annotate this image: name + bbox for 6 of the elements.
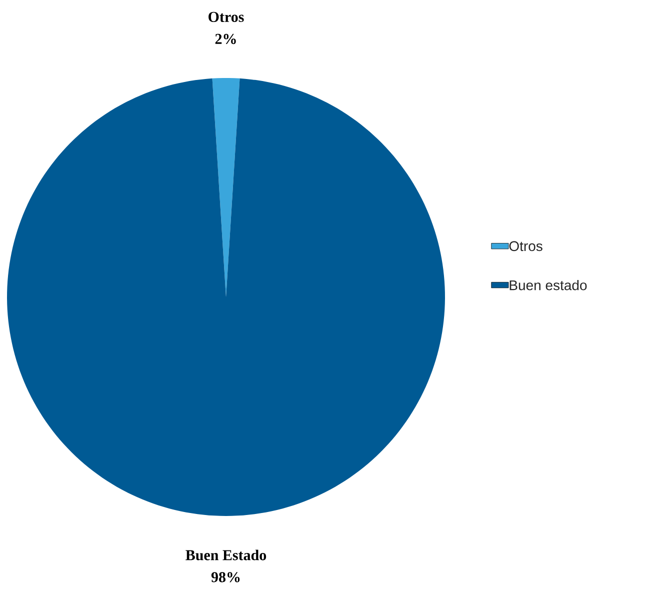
legend-label: Buen estado xyxy=(510,280,587,290)
data-label: 98% xyxy=(211,572,240,582)
text: Buen Estado xyxy=(186,550,266,560)
text: Otros xyxy=(208,12,244,22)
data-label: 2% xyxy=(215,34,236,44)
legend-label: Otros xyxy=(509,241,542,252)
